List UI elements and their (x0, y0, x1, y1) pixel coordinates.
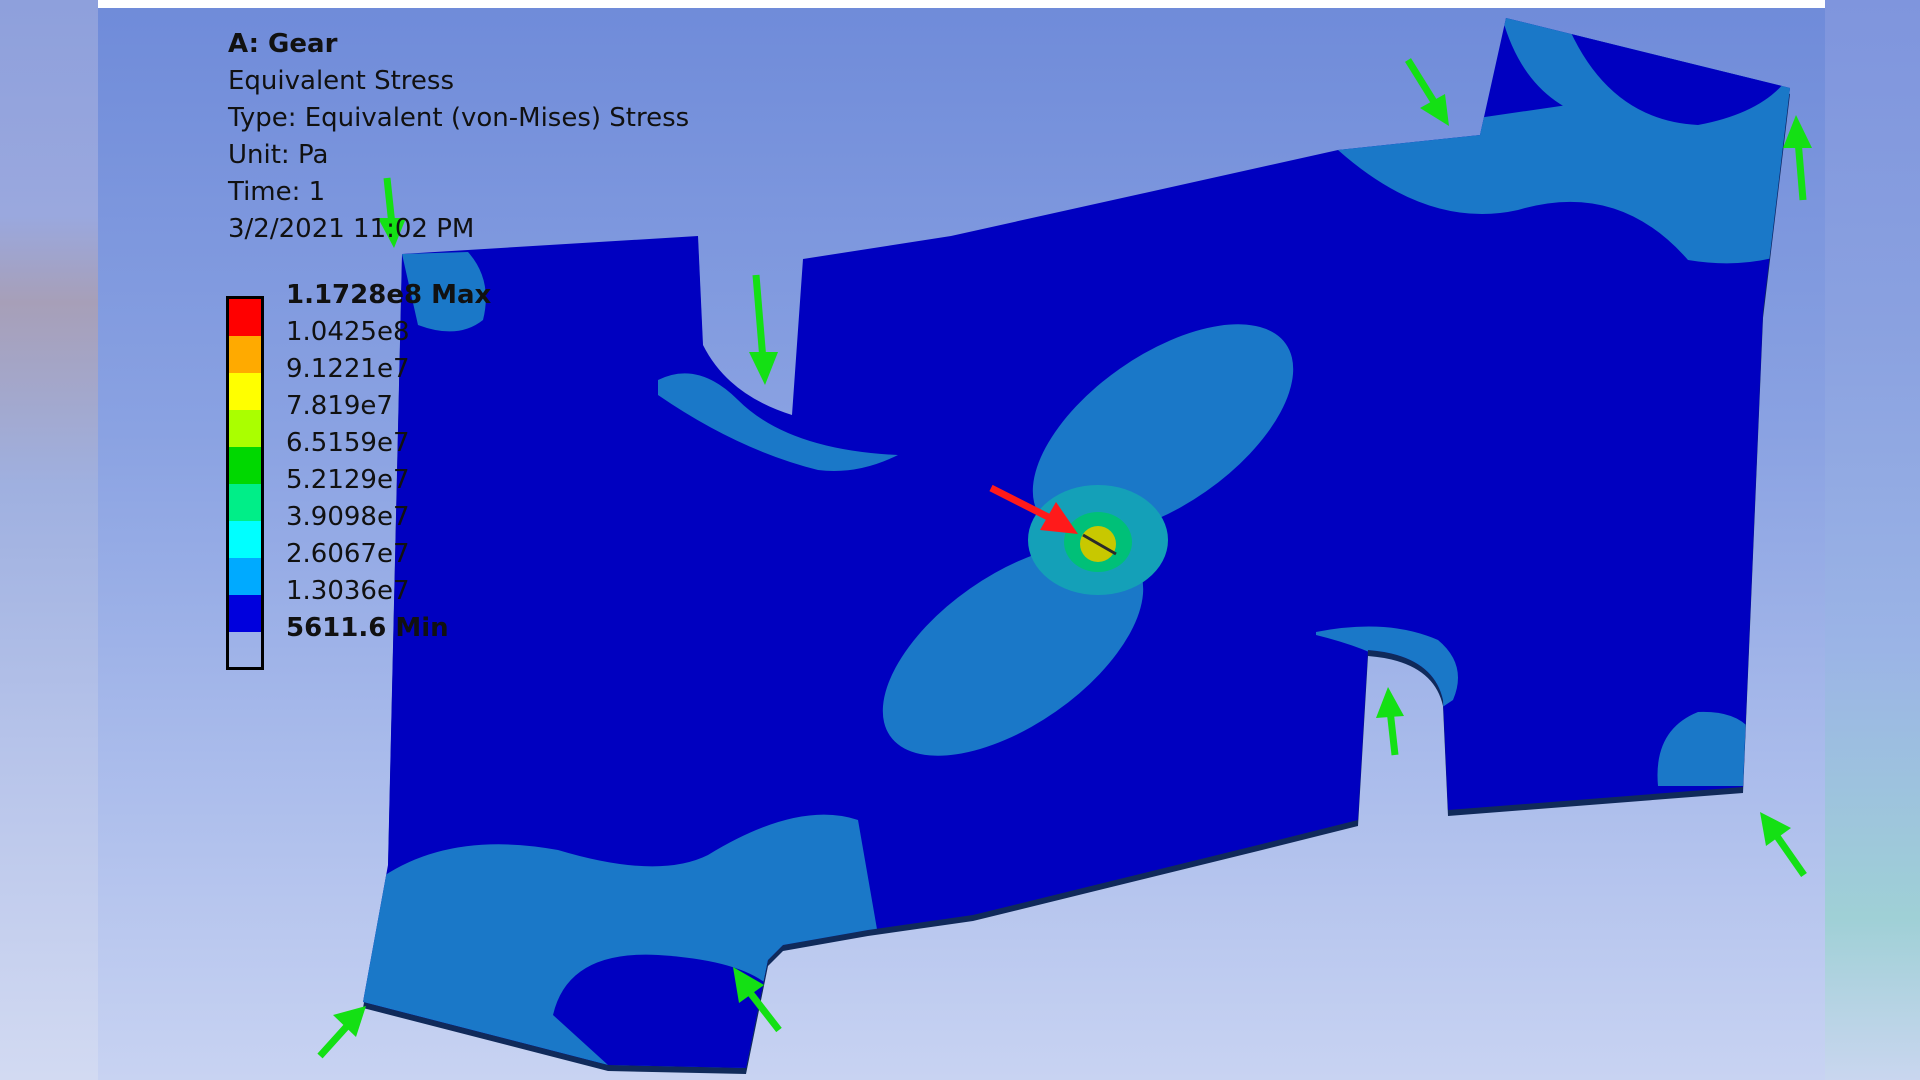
legend-swatch (229, 299, 261, 336)
contour-lobe-lower (882, 544, 1144, 756)
support-arrow-3[interactable] (1405, 58, 1449, 126)
legend-label: 2.6067e7 (286, 539, 410, 569)
support-arrow-4[interactable] (1783, 115, 1812, 201)
legend-swatch (229, 447, 261, 484)
contour-core-bottom-left (553, 954, 768, 1068)
support-arrow-2[interactable] (749, 274, 778, 385)
legend-label: 5611.6 Min (286, 613, 449, 643)
contour-corner-bottom-right (1657, 711, 1758, 786)
support-arrow-8[interactable] (317, 1006, 366, 1059)
legend-swatch (229, 336, 261, 373)
legend-swatch (229, 410, 261, 447)
legend-color-bar (226, 296, 264, 670)
viewport-top-border (98, 0, 1825, 8)
result-unit: Unit: Pa (228, 140, 329, 170)
result-type: Type: Equivalent (von-Mises) Stress (228, 103, 690, 133)
result-time: Time: 1 (228, 177, 326, 207)
legend-label: 5.2129e7 (286, 465, 410, 495)
legend-label: 1.1728e8 Max (286, 280, 492, 310)
support-arrow-7[interactable] (733, 967, 782, 1033)
blurred-background-left (0, 0, 98, 1080)
support-arrow-5[interactable] (1376, 687, 1404, 756)
legend-swatch (229, 484, 261, 521)
legend-label: 7.819e7 (286, 391, 393, 421)
result-timestamp: 3/2/2021 11:02 PM (228, 214, 475, 244)
stress-contour-model[interactable] (98, 0, 1825, 1080)
contour-lobe-upper (1032, 324, 1294, 536)
result-info-panel: A: Gear Equivalent Stress Type: Equivale… (228, 26, 689, 248)
result-name: Equivalent Stress (228, 66, 455, 96)
legend-label: 1.0425e8 (286, 317, 410, 347)
contour-notch-upper (658, 373, 898, 471)
support-arrow-1[interactable] (378, 177, 406, 248)
graphics-viewport[interactable]: A: Gear Equivalent Stress Type: Equivale… (98, 0, 1825, 1080)
legend-swatch (229, 558, 261, 595)
support-arrow-6[interactable] (1760, 812, 1807, 878)
legend-label: 6.5159e7 (286, 428, 410, 458)
contour-corner-top-left (402, 252, 486, 332)
legend-swatch (229, 373, 261, 410)
contour-notch-lower (1316, 626, 1458, 710)
legend-label: 1.3036e7 (286, 576, 410, 606)
blurred-background-right (1825, 0, 1920, 1080)
legend-swatch (229, 595, 261, 632)
legend-swatch (229, 521, 261, 558)
legend-label: 3.9098e7 (286, 502, 410, 532)
load-arrow[interactable] (989, 484, 1078, 534)
crack-line (1082, 533, 1117, 556)
legend-label: 9.1221e7 (286, 354, 410, 384)
model-title: A: Gear (228, 29, 338, 59)
